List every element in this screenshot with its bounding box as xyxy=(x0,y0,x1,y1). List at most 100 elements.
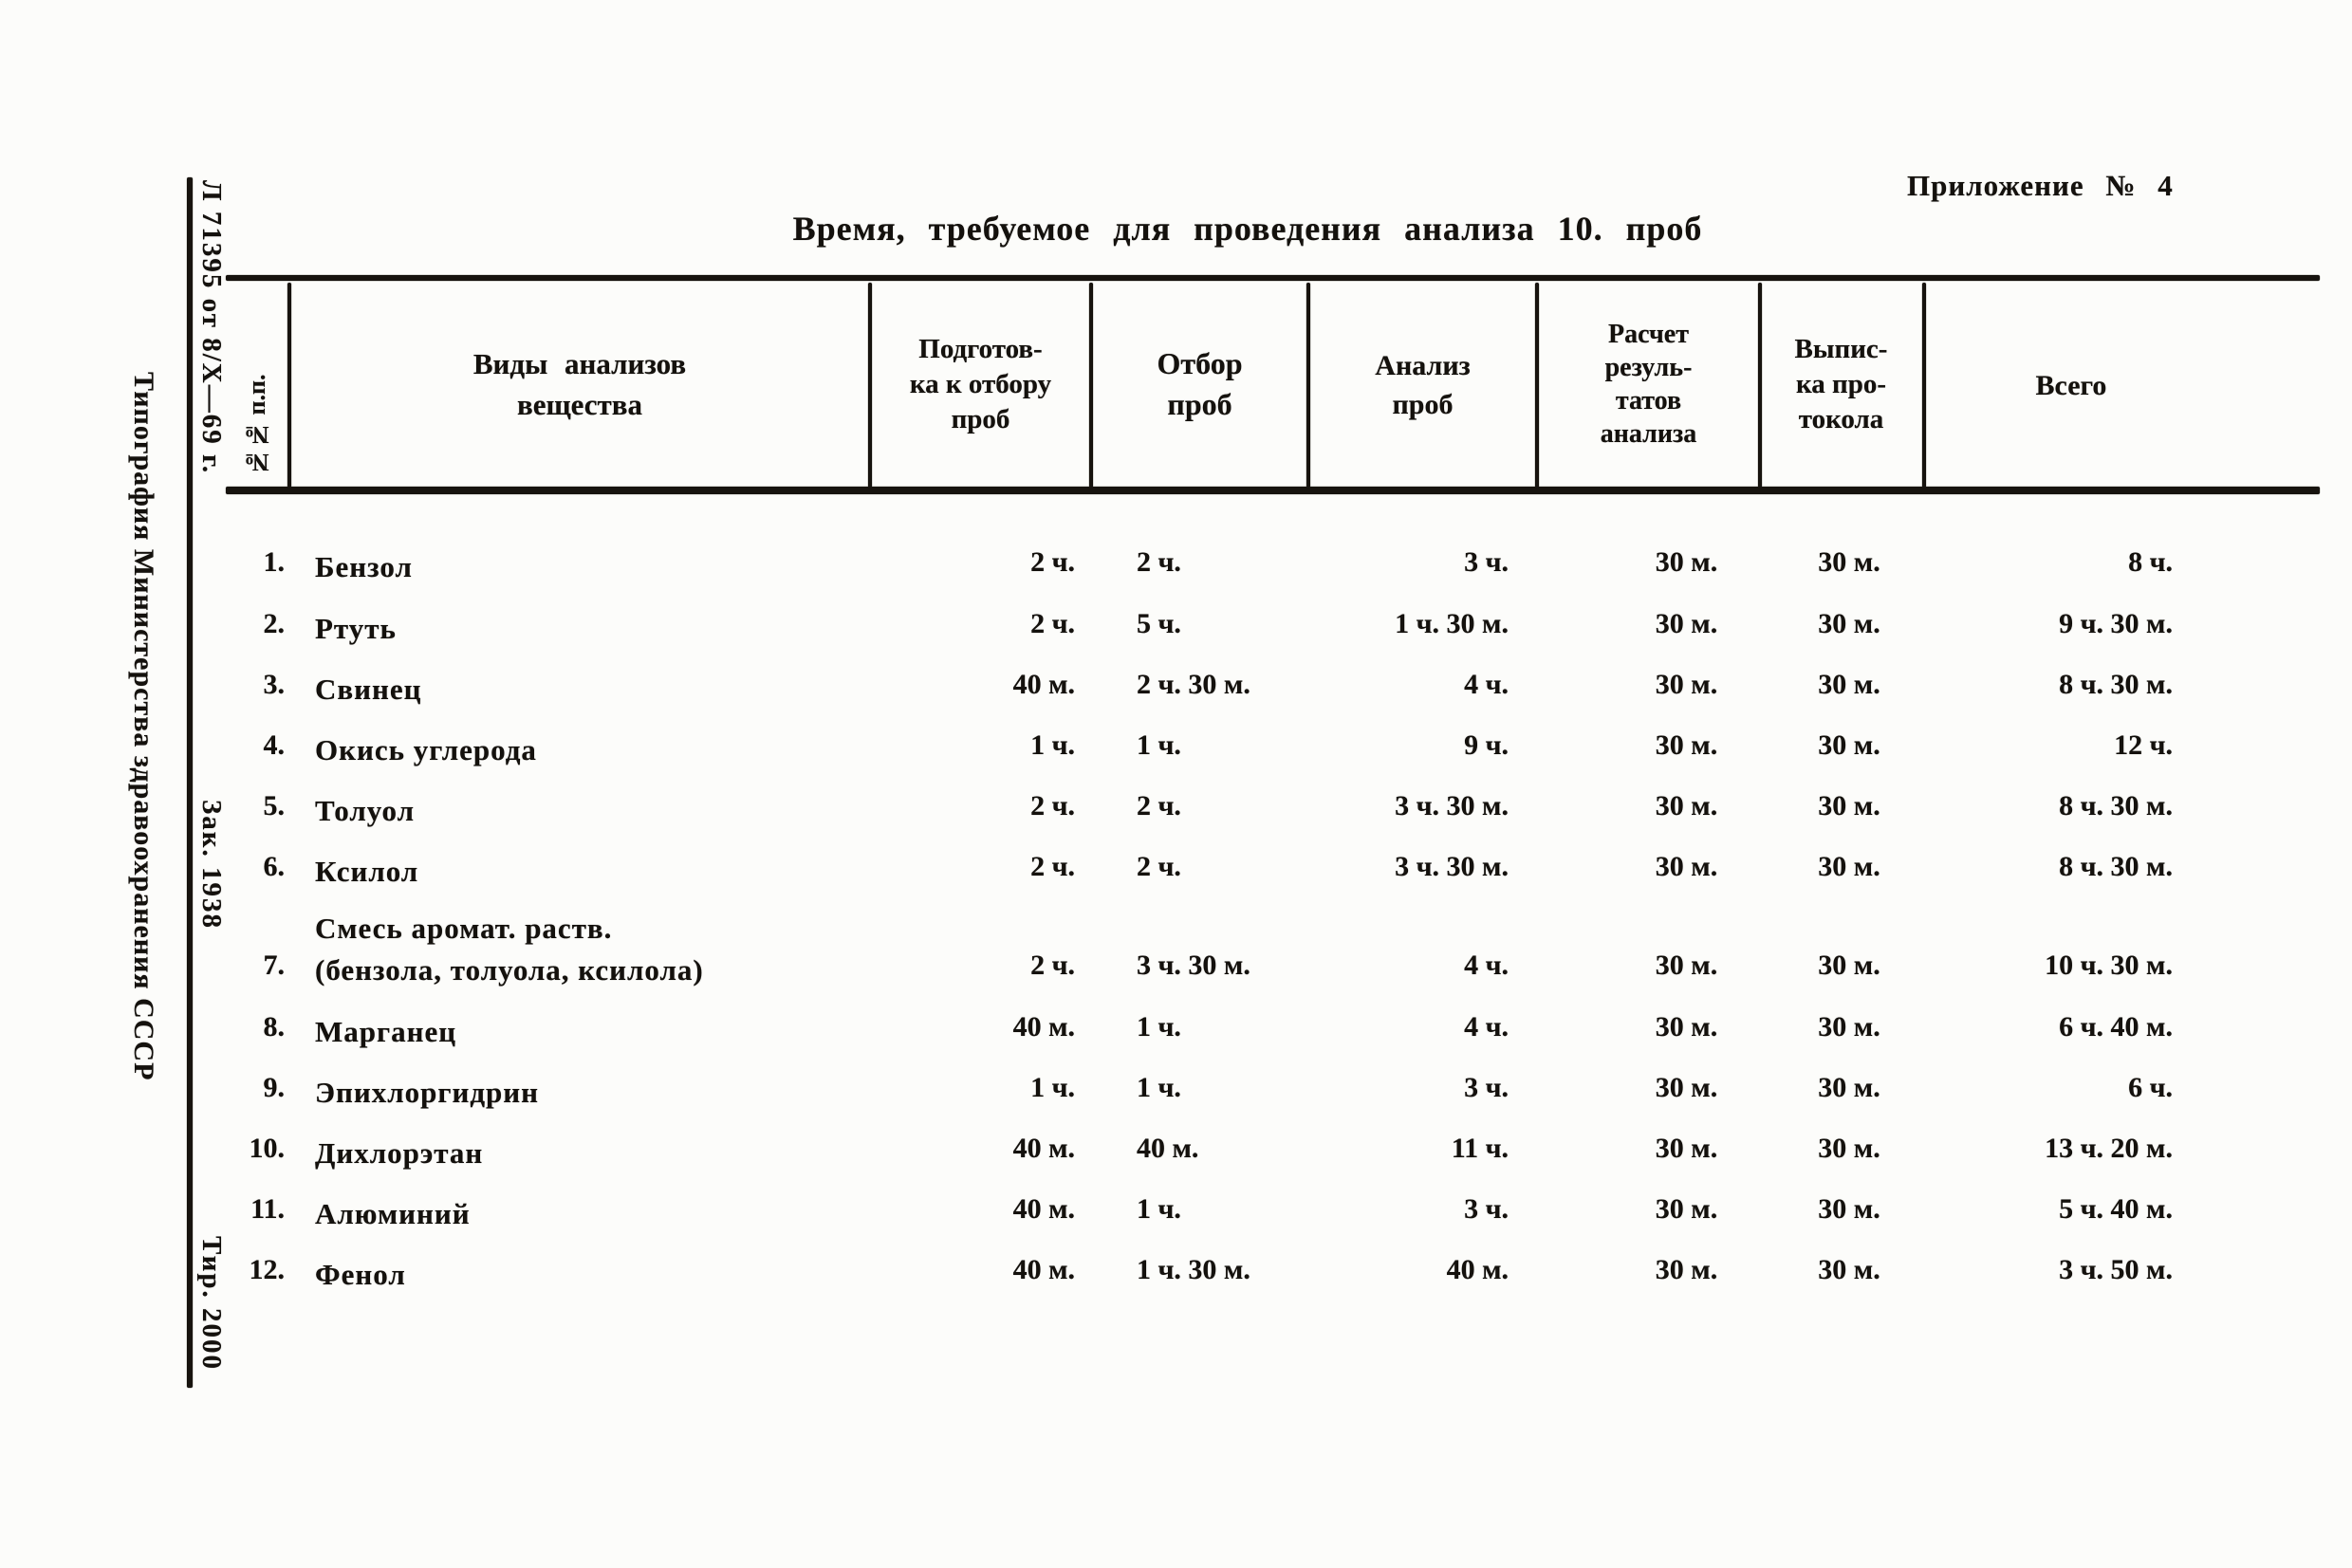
cell-substance: Эпихлоргидрин xyxy=(315,1076,539,1109)
cell-protocol: 30 м. xyxy=(1818,790,1880,821)
cell-total: 8 ч. 30 м. xyxy=(2059,851,2173,882)
cell-substance: Ртуть xyxy=(315,612,397,645)
cell-sampling: 2 ч. xyxy=(1137,546,1181,578)
cell-analysis: 3 ч. 30 м. xyxy=(1395,790,1509,821)
cell-calculation: 30 м. xyxy=(1655,1072,1718,1103)
cell-substance: Ксилол xyxy=(315,855,419,888)
margin-print-run: Тир. 2000 xyxy=(196,1236,227,1371)
cell-sampling: 1 ч. 30 м. xyxy=(1137,1254,1250,1285)
cell-analysis: 3 ч. 30 м. xyxy=(1395,851,1509,882)
table-top-rule xyxy=(226,275,2320,281)
col-separator xyxy=(868,283,872,488)
cell-analysis: 4 ч. xyxy=(1464,1011,1509,1042)
margin-divider-line xyxy=(187,177,193,1388)
cell-preparation: 1 ч. xyxy=(1030,1072,1075,1103)
column-header-analysis-kind: Виды анализов вещества xyxy=(472,347,687,421)
column-header-protocol: Выпис- ка про- токола xyxy=(1794,334,1888,434)
cell-analysis: 3 ч. xyxy=(1464,546,1509,578)
cell-preparation: 2 ч. xyxy=(1030,790,1075,821)
cell-sampling: 2 ч. xyxy=(1137,790,1181,821)
cell-sampling: 5 ч. xyxy=(1137,608,1181,639)
cell-row-number: 5. xyxy=(263,790,286,821)
cell-row-number: 11. xyxy=(250,1193,285,1225)
cell-protocol: 30 м. xyxy=(1818,1011,1880,1042)
cell-total: 8 ч. 30 м. xyxy=(2059,790,2173,821)
cell-protocol: 30 м. xyxy=(1818,1193,1880,1225)
margin-order-number: Зак. 1938 xyxy=(196,800,227,931)
cell-sampling: 1 ч. xyxy=(1137,1011,1181,1042)
cell-calculation: 30 м. xyxy=(1655,1133,1718,1164)
col-separator xyxy=(1535,283,1539,488)
margin-printer-name: Типография Министерства здравоохранения … xyxy=(128,372,159,1081)
cell-sampling: 3 ч. 30 м. xyxy=(1137,950,1250,981)
cell-protocol: 30 м. xyxy=(1818,669,1880,700)
cell-analysis: 9 ч. xyxy=(1464,729,1509,761)
cell-total: 8 ч. 30 м. xyxy=(2059,669,2173,700)
cell-calculation: 30 м. xyxy=(1655,851,1718,882)
cell-calculation: 30 м. xyxy=(1655,1011,1718,1042)
cell-calculation: 30 м. xyxy=(1655,1254,1718,1285)
cell-protocol: 30 м. xyxy=(1818,851,1880,882)
column-header-preparation: Подготов- ка к отбору проб xyxy=(909,334,1052,434)
cell-total: 10 ч. 30 м. xyxy=(2045,950,2173,981)
cell-substance: Окись углерода xyxy=(315,733,537,766)
cell-total: 6 ч. xyxy=(2128,1072,2173,1103)
cell-protocol: 30 м. xyxy=(1818,546,1880,578)
cell-protocol: 30 м. xyxy=(1818,608,1880,639)
cell-row-number: 9. xyxy=(263,1072,286,1103)
col-separator xyxy=(1089,283,1093,488)
cell-preparation: 40 м. xyxy=(1012,1254,1075,1285)
cell-row-number: 4. xyxy=(263,729,286,761)
cell-preparation: 40 м. xyxy=(1012,669,1075,700)
cell-substance: Фенол xyxy=(315,1258,406,1291)
cell-substance: Алюминий xyxy=(315,1197,471,1230)
cell-analysis: 11 ч. xyxy=(1451,1133,1509,1164)
cell-calculation: 30 м. xyxy=(1655,729,1718,761)
cell-analysis: 4 ч. xyxy=(1464,669,1509,700)
col-separator xyxy=(1922,283,1926,488)
cell-sampling: 1 ч. xyxy=(1137,729,1181,761)
cell-substance: Свинец xyxy=(315,673,422,706)
cell-sampling: 1 ч. xyxy=(1137,1193,1181,1225)
cell-analysis: 40 м. xyxy=(1446,1254,1509,1285)
column-header-total: Всего xyxy=(2035,370,2107,401)
cell-preparation: 1 ч. xyxy=(1030,729,1075,761)
cell-total: 6 ч. 40 м. xyxy=(2059,1011,2173,1042)
col-separator xyxy=(287,283,291,488)
cell-preparation: 2 ч. xyxy=(1030,608,1075,639)
column-header-calculation: Расчет резуль- татов анализа xyxy=(1600,320,1697,449)
cell-analysis: 4 ч. xyxy=(1464,950,1509,981)
cell-preparation: 2 ч. xyxy=(1030,851,1075,882)
cell-row-number: 12. xyxy=(249,1254,286,1285)
cell-total: 12 ч. xyxy=(2114,729,2173,761)
cell-preparation: 40 м. xyxy=(1012,1193,1075,1225)
cell-sampling: 2 ч. 30 м. xyxy=(1137,669,1250,700)
cell-calculation: 30 м. xyxy=(1655,546,1718,578)
cell-calculation: 30 м. xyxy=(1655,950,1718,981)
cell-substance: Бензол xyxy=(315,550,413,583)
cell-row-number: 7. xyxy=(263,950,286,981)
page-title: Время, требуемое для проведения анализа … xyxy=(792,210,1703,248)
cell-row-number: 10. xyxy=(249,1133,286,1164)
annex-label: Приложение № 4 xyxy=(1907,169,2174,202)
cell-sampling: 40 м. xyxy=(1137,1133,1199,1164)
cell-substance: Марганец xyxy=(315,1015,457,1048)
table-header-bottom-rule xyxy=(226,487,2320,494)
cell-calculation: 30 м. xyxy=(1655,1193,1718,1225)
cell-sampling: 1 ч. xyxy=(1137,1072,1181,1103)
cell-substance: Смесь аромат. раств. (бензола, толуола, … xyxy=(315,912,704,987)
cell-row-number: 1. xyxy=(263,546,286,578)
cell-protocol: 30 м. xyxy=(1818,1254,1880,1285)
cell-preparation: 2 ч. xyxy=(1030,950,1075,981)
column-header-row-number: №№ п.п. xyxy=(243,374,270,476)
margin-imprint-number: Л 71395 от 8/Х—69 г. xyxy=(196,180,227,475)
cell-total: 13 ч. 20 м. xyxy=(2045,1133,2173,1164)
cell-total: 5 ч. 40 м. xyxy=(2059,1193,2173,1225)
cell-row-number: 3. xyxy=(263,669,286,700)
cell-analysis: 3 ч. xyxy=(1464,1193,1509,1225)
cell-total: 8 ч. xyxy=(2128,546,2173,578)
cell-protocol: 30 м. xyxy=(1818,1072,1880,1103)
cell-preparation: 2 ч. xyxy=(1030,546,1075,578)
cell-sampling: 2 ч. xyxy=(1137,851,1181,882)
